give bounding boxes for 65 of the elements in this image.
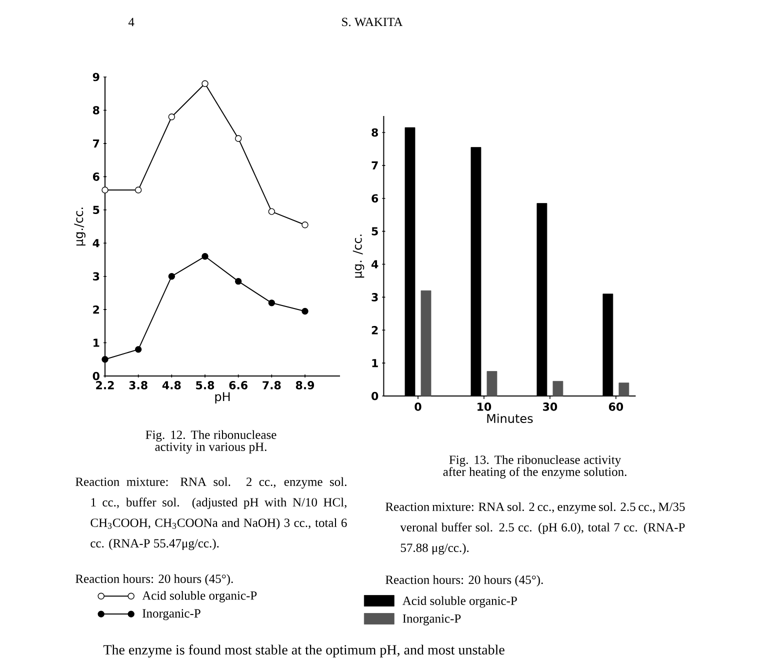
text: S. WAKITA: [342, 18, 403, 26]
text: The enzyme is found most stable at the optimum pH, and most unstable: [103, 644, 504, 658]
x-tick-label: 30: [543, 402, 558, 411]
y-tick-label: 0: [92, 372, 100, 380]
legend-label: Acid soluble organic-P: [402, 596, 517, 608]
x-tick-label: 5.8: [196, 381, 214, 390]
x-tick-label: 0: [414, 402, 422, 411]
y-tick-label: 6: [92, 172, 100, 181]
y-tick-label: 7: [372, 161, 378, 170]
point: [234, 135, 242, 142]
y-tick-label: 1: [372, 359, 378, 368]
legend-label: Inorganic-P: [142, 609, 200, 620]
bar: [486, 371, 498, 396]
point: [134, 346, 142, 353]
y-axis-title: μg. /cc.: [352, 234, 364, 278]
point: [268, 208, 276, 215]
y-tick-label: 7: [93, 139, 100, 148]
y-tick-label: 8: [92, 106, 100, 114]
y-tick-label: 6: [372, 194, 378, 203]
legend-label: Acid soluble organic-P: [142, 591, 257, 602]
x-tick-label: 7.8: [262, 381, 281, 390]
point: [102, 186, 108, 194]
point: [302, 308, 308, 315]
x-tick-label: 2.2: [96, 381, 114, 390]
text: Reaction mixture: RNA sol. 2 cc., enzyme sol. 1 cc., buffer sol. (adjusted pH with N/10 HCl, CH$_{3}$COOH, CH$_{3}$COONa and NaOH) 3 cc., total 6 cc. (RNA-P 55.47μg/cc.).: [76, 477, 347, 550]
point: [302, 222, 308, 228]
y-tick-label: 2: [93, 305, 100, 314]
y-tick-label: 0: [372, 392, 378, 400]
x-tick-label: 8.9: [296, 381, 314, 390]
bar: [618, 382, 630, 396]
y-tick-label: 5: [372, 227, 378, 236]
y-axis-title: μg./cc.: [74, 208, 86, 246]
point: [134, 186, 142, 194]
text: Fig. 12. The ribonuclease activity in various pH.: [146, 430, 276, 454]
point: [168, 272, 176, 280]
text: 4: [128, 18, 134, 26]
x-axis-title: Minutes: [487, 414, 533, 424]
point: [102, 356, 108, 363]
point: [168, 114, 176, 120]
y-tick-label: 8: [372, 128, 378, 137]
y-tick-label: 4: [92, 239, 100, 248]
text: Fig. 13. The ribonuclease activity after heating of the enzyme solution.: [443, 455, 626, 479]
text: Reaction hours: 20 hours (45°).: [386, 575, 543, 587]
text: Reaction hours: 20 hours (45°).: [76, 574, 233, 586]
y-tick-label: 1: [94, 338, 100, 347]
point: [202, 253, 208, 260]
y-tick-label: 4: [372, 260, 378, 268]
point: [268, 300, 276, 306]
x-tick-label: 4.8: [162, 381, 181, 390]
y-tick-label: 9: [92, 72, 100, 82]
point: [202, 80, 208, 88]
bar: [552, 380, 564, 396]
x-tick-label: 10: [478, 402, 492, 411]
bar: [420, 290, 432, 396]
point: [234, 278, 242, 285]
y-tick-label: 3: [93, 272, 100, 281]
x-tick-label: 3.8: [129, 381, 148, 390]
y-tick-label: 5: [93, 206, 100, 214]
y-tick-label: 2: [372, 326, 378, 334]
x-tick-label: 6.6: [229, 381, 248, 390]
y-tick-label: 3: [372, 293, 378, 302]
x-tick-label: 60: [608, 402, 624, 411]
text: Reaction mixture: RNA sol. 2 cc., enzyme sol. 2.5 cc., M/35 veronal buffer sol. 2.5 cc. (pH 6.0), total 7 cc. (RNA-P 57.88 μg/cc.).: [386, 502, 685, 555]
legend-label: Inorganic-P: [402, 614, 461, 626]
x-axis-title: pH: [215, 392, 230, 404]
